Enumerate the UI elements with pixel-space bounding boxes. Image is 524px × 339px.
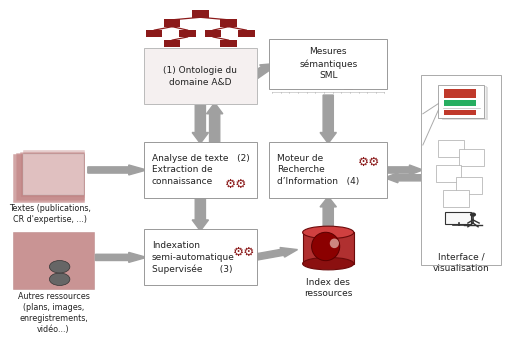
Polygon shape [303, 233, 354, 264]
Polygon shape [253, 247, 298, 260]
Text: Textes (publications,
CR d'expertise, ...): Textes (publications, CR d'expertise, ..… [9, 204, 91, 224]
Text: Index des
ressources: Index des ressources [304, 278, 353, 298]
Text: ⚙⚙: ⚙⚙ [358, 156, 380, 169]
Bar [444, 89, 476, 98]
FancyBboxPatch shape [13, 232, 94, 289]
Bar [444, 100, 476, 106]
FancyBboxPatch shape [179, 30, 196, 37]
FancyBboxPatch shape [20, 152, 84, 197]
FancyBboxPatch shape [24, 151, 84, 195]
Text: Mesures
sémantiques
SML: Mesures sémantiques SML [299, 47, 357, 80]
FancyBboxPatch shape [435, 165, 461, 182]
FancyBboxPatch shape [164, 40, 180, 47]
FancyBboxPatch shape [13, 154, 84, 202]
Text: ⚙⚙: ⚙⚙ [225, 178, 247, 191]
Polygon shape [192, 197, 209, 231]
Bar [285, 87, 298, 91]
Bar [344, 87, 353, 91]
FancyBboxPatch shape [205, 30, 221, 37]
FancyBboxPatch shape [238, 30, 255, 37]
Polygon shape [88, 165, 147, 175]
Polygon shape [320, 197, 336, 226]
Ellipse shape [303, 257, 354, 270]
FancyBboxPatch shape [421, 75, 501, 264]
FancyBboxPatch shape [144, 48, 257, 104]
Polygon shape [206, 103, 223, 143]
FancyBboxPatch shape [445, 213, 472, 224]
Text: Interface /
visualisation: Interface / visualisation [433, 253, 489, 273]
Ellipse shape [49, 260, 70, 273]
FancyBboxPatch shape [146, 30, 162, 37]
Text: (1) Ontologie du
domaine A&D: (1) Ontologie du domaine A&D [163, 66, 237, 87]
Polygon shape [320, 95, 336, 143]
Ellipse shape [303, 226, 354, 239]
Text: Moteur de
Recherche
d’Information   (4): Moteur de Recherche d’Information (4) [277, 154, 359, 186]
FancyBboxPatch shape [24, 154, 84, 195]
FancyBboxPatch shape [144, 229, 257, 285]
Bar [300, 87, 321, 91]
Ellipse shape [330, 239, 339, 248]
FancyBboxPatch shape [164, 20, 180, 27]
FancyBboxPatch shape [269, 39, 387, 89]
Polygon shape [192, 103, 209, 143]
FancyBboxPatch shape [456, 177, 482, 194]
Text: ⚙⚙: ⚙⚙ [233, 246, 255, 259]
FancyBboxPatch shape [220, 40, 237, 47]
FancyBboxPatch shape [443, 190, 469, 207]
Polygon shape [250, 64, 272, 78]
Text: Analyse de texte   (2)
Extraction de
connaissance: Analyse de texte (2) Extraction de conna… [152, 154, 249, 186]
FancyBboxPatch shape [442, 87, 487, 119]
Ellipse shape [470, 213, 476, 217]
FancyBboxPatch shape [16, 153, 84, 200]
FancyBboxPatch shape [269, 142, 387, 198]
FancyBboxPatch shape [220, 20, 237, 27]
Bar [323, 87, 341, 91]
Polygon shape [95, 253, 147, 262]
Polygon shape [385, 173, 423, 183]
FancyBboxPatch shape [439, 85, 484, 118]
Text: Autres ressources
(plans, images,
enregistrements,
vidéo...): Autres ressources (plans, images, enregi… [18, 292, 90, 334]
FancyBboxPatch shape [440, 86, 486, 118]
FancyBboxPatch shape [438, 140, 464, 157]
Ellipse shape [312, 232, 340, 261]
FancyBboxPatch shape [458, 149, 484, 166]
Bar [444, 110, 476, 115]
Text: Indexation
semi-automatique
Supervisée      (3): Indexation semi-automatique Supervisée (… [152, 241, 235, 274]
FancyBboxPatch shape [144, 142, 257, 198]
FancyBboxPatch shape [192, 10, 209, 18]
Ellipse shape [49, 273, 70, 285]
Polygon shape [385, 165, 423, 175]
